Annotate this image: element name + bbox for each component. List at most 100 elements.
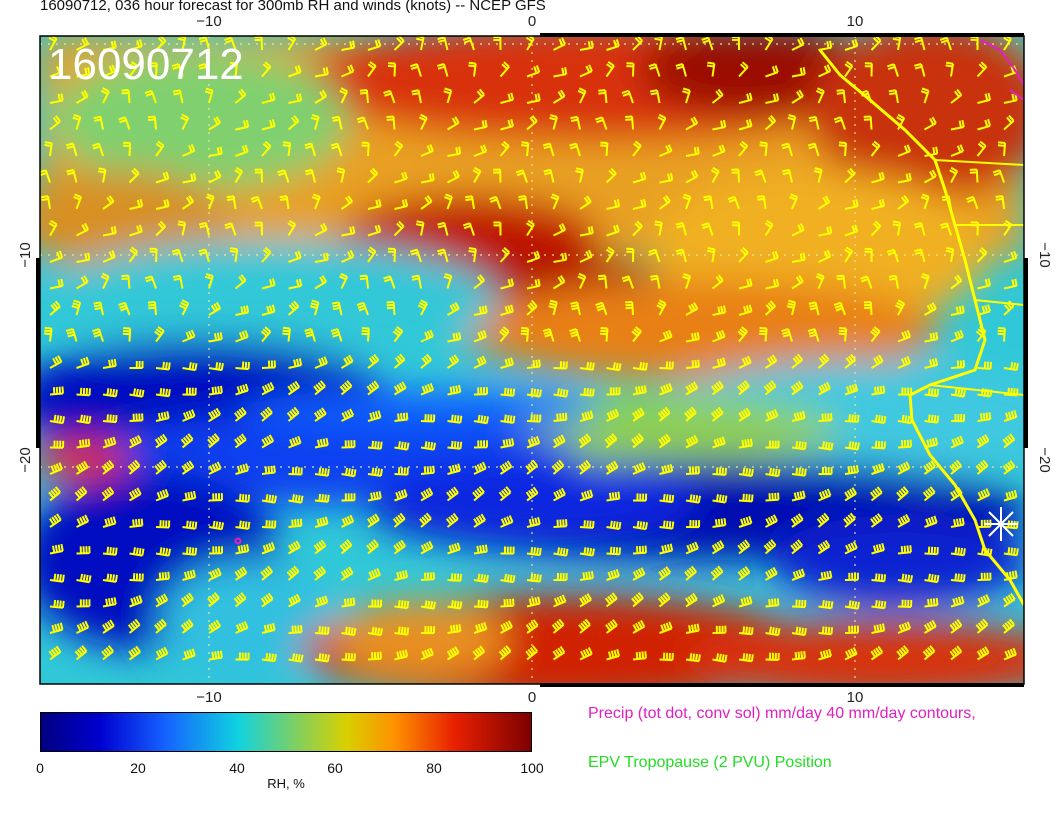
wind-barb bbox=[235, 361, 250, 371]
wind-barb bbox=[208, 407, 221, 422]
wind-barb bbox=[870, 140, 881, 157]
wind-barb bbox=[579, 361, 595, 371]
wind-barb bbox=[277, 169, 290, 183]
wind-barb bbox=[420, 572, 435, 581]
wind-barb bbox=[731, 168, 740, 183]
wind-barb bbox=[896, 113, 906, 130]
wind-barb bbox=[992, 169, 1005, 183]
wind-barb bbox=[102, 516, 117, 528]
wind-barb bbox=[49, 543, 64, 555]
wind-barb bbox=[420, 144, 434, 157]
wind-barb bbox=[864, 247, 873, 263]
wind-barb bbox=[447, 624, 462, 634]
wind-barb bbox=[870, 645, 884, 661]
wind-barb bbox=[808, 301, 820, 316]
wind-barb bbox=[367, 410, 382, 422]
wind-barb bbox=[287, 300, 300, 316]
wind-barb bbox=[500, 573, 516, 584]
wind-barb bbox=[261, 494, 277, 504]
wind-barb bbox=[518, 195, 528, 210]
wind-barb bbox=[66, 168, 78, 183]
wind-barb bbox=[73, 193, 83, 210]
wind-barb bbox=[712, 329, 726, 343]
wind-barb bbox=[144, 275, 157, 289]
wind-barb bbox=[394, 412, 409, 422]
wind-barb bbox=[685, 541, 699, 555]
wind-barb bbox=[605, 60, 615, 78]
wind-barb bbox=[154, 433, 168, 449]
wind-barb bbox=[606, 387, 621, 396]
wind-barb bbox=[765, 250, 779, 263]
wind-barb bbox=[791, 410, 806, 422]
wind-barb bbox=[387, 247, 396, 263]
wind-barb bbox=[49, 599, 65, 609]
wind-barbs bbox=[40, 36, 1019, 663]
wind-barb bbox=[102, 358, 117, 369]
wind-barb bbox=[871, 623, 886, 634]
wind-barb bbox=[924, 357, 939, 369]
wind-barb bbox=[473, 387, 488, 396]
wind-barb bbox=[235, 383, 249, 396]
wind-barb bbox=[765, 492, 780, 502]
wind-barb bbox=[500, 414, 516, 424]
wind-barb bbox=[437, 248, 449, 263]
wind-barb bbox=[101, 645, 114, 661]
wind-barb bbox=[786, 299, 797, 316]
wind-barb bbox=[791, 353, 803, 369]
wind-barb bbox=[632, 171, 647, 184]
wind-barb bbox=[790, 380, 804, 396]
wind-barb bbox=[437, 36, 449, 51]
wind-barb bbox=[393, 381, 407, 396]
wind-barb bbox=[288, 93, 303, 104]
wind-barb bbox=[287, 36, 297, 51]
wind-barb bbox=[707, 247, 716, 263]
wind-barb bbox=[40, 195, 51, 210]
wind-barb bbox=[155, 411, 170, 422]
wind-barb bbox=[366, 539, 379, 555]
wind-barb bbox=[261, 278, 276, 290]
wind-barb bbox=[208, 461, 222, 475]
legend-epv: EPV Tropopause (2 PVU) Position bbox=[588, 754, 832, 771]
wind-barb bbox=[765, 440, 780, 449]
wind-barb bbox=[765, 567, 778, 581]
wind-barb bbox=[182, 329, 196, 343]
wind-barb bbox=[127, 459, 141, 475]
wind-barb bbox=[525, 619, 539, 634]
wind-barb bbox=[1003, 362, 1019, 371]
wind-barb bbox=[386, 115, 396, 130]
wind-barb bbox=[844, 572, 859, 581]
wind-barb bbox=[129, 388, 145, 398]
wind-barb bbox=[443, 273, 453, 289]
wind-barb bbox=[76, 546, 91, 555]
wind-barb bbox=[738, 92, 753, 104]
wind-barb bbox=[102, 226, 117, 237]
wind-barb bbox=[791, 252, 806, 263]
wind-barb bbox=[341, 226, 356, 237]
wind-barb bbox=[102, 573, 118, 583]
wind-barb bbox=[525, 36, 535, 51]
wind-barb bbox=[473, 414, 489, 425]
wind-barb bbox=[765, 467, 781, 478]
wind-barb bbox=[836, 89, 846, 104]
wind-barb bbox=[738, 515, 753, 528]
wind-barb bbox=[632, 493, 648, 502]
precip-contours bbox=[234, 39, 1024, 545]
wind-barb bbox=[179, 299, 190, 316]
wind-barb bbox=[685, 653, 701, 663]
wind-barb bbox=[924, 169, 937, 184]
wind-barb bbox=[208, 169, 222, 184]
wind-barb bbox=[888, 89, 899, 104]
wind-barb bbox=[897, 514, 911, 528]
wind-barb bbox=[235, 144, 249, 157]
wind-barb bbox=[605, 460, 619, 475]
wind-barb bbox=[122, 327, 132, 342]
wind-barb bbox=[791, 490, 806, 502]
wind-barb bbox=[287, 380, 301, 396]
wind-barb bbox=[659, 361, 674, 370]
wind-barb bbox=[924, 573, 940, 584]
wind-barb bbox=[118, 301, 131, 316]
wind-barb bbox=[261, 246, 272, 263]
wind-barb bbox=[367, 167, 379, 184]
wind-barb bbox=[76, 573, 92, 584]
wind-barb bbox=[818, 413, 833, 422]
